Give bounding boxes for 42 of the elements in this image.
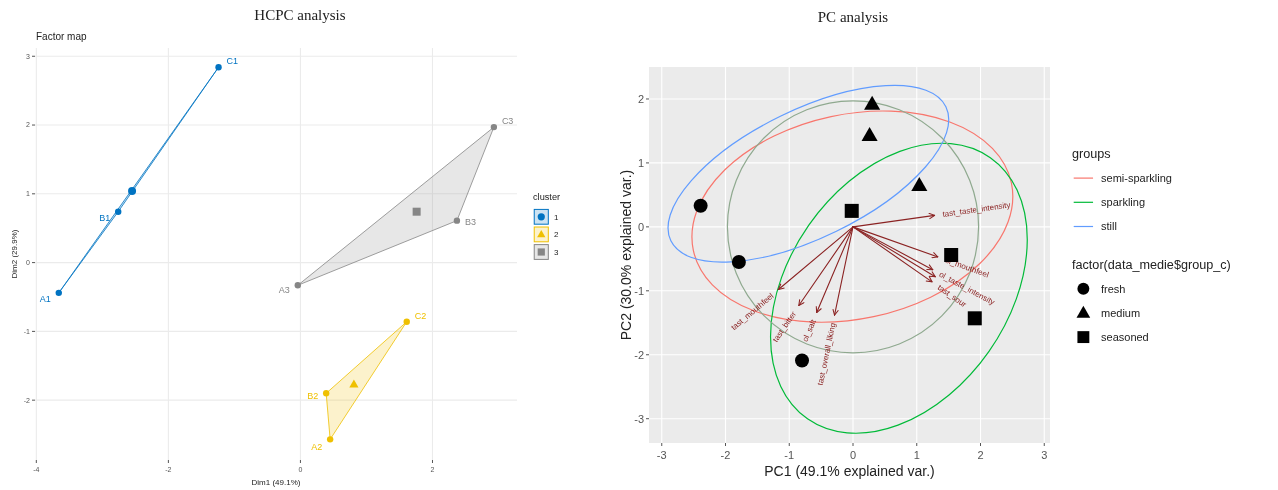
x-tick-label: -3	[656, 449, 667, 461]
chart-subtitle: Factor map	[36, 31, 88, 42]
x-tick-label: -1	[784, 449, 795, 461]
legend-label: 2	[554, 230, 560, 240]
legend-title: groups	[1072, 147, 1111, 161]
legend-label: semi-sparkling	[1101, 171, 1172, 184]
data-label: B3	[464, 217, 476, 228]
legend-label: sparkling	[1101, 196, 1146, 209]
y-tick-label: -1	[634, 284, 644, 297]
legend-label: 1	[554, 212, 560, 222]
x-tick-label: 0	[849, 449, 857, 461]
y-tick-label: -2	[634, 348, 644, 361]
data-label: A3	[278, 284, 290, 295]
y-tick-label: -3	[634, 412, 644, 425]
data-label: B2	[307, 390, 319, 401]
legend-label: still	[1101, 220, 1117, 233]
legend-label: medium	[1101, 306, 1141, 319]
y-axis-title: Dim2 (29.9%)	[9, 229, 19, 279]
data-label: A1	[39, 294, 51, 305]
data-label: C1	[226, 55, 239, 66]
y-tick-label: 0	[637, 220, 644, 233]
x-tick-label: 1	[913, 449, 920, 461]
y-tick-label: 2	[637, 92, 644, 105]
chart-title: HCPC analysis	[254, 7, 346, 23]
text: factor(data_medie$group_c)	[1072, 257, 1231, 272]
legend-title: cluster	[533, 192, 561, 202]
data-label: C2	[414, 310, 427, 321]
x-tick-label: 2	[977, 449, 984, 461]
data-label: A2	[311, 441, 323, 452]
legend-label: 3	[554, 247, 560, 257]
x-axis-title: PC1 (49.1% explained var.)	[764, 463, 935, 479]
data-label: C3	[501, 116, 514, 127]
data-label: B1	[99, 213, 111, 224]
legend-label: seasoned	[1101, 330, 1149, 343]
legend-label: fresh	[1101, 282, 1126, 295]
chart-title: PC analysis	[817, 9, 889, 25]
y-axis-title: PC2 (30.0% explained var.)	[617, 169, 634, 341]
x-tick-label: 3	[1041, 449, 1048, 461]
data-label: ol_salt	[800, 317, 819, 344]
x-axis-title: Dim1 (49.1%)	[251, 478, 301, 487]
y-tick-label: 1	[637, 156, 644, 169]
x-tick-label: -2	[720, 449, 731, 461]
